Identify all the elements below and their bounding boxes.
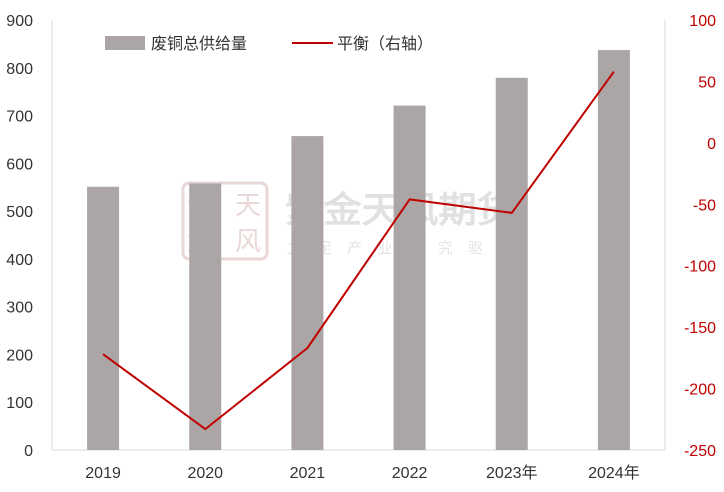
left-tick-label: 700 [6, 109, 33, 126]
bar-series [87, 50, 630, 451]
right-tick-label: 100 [689, 13, 716, 30]
right-tick-label: -200 [684, 382, 716, 399]
x-tick-label: 2020 [187, 465, 223, 482]
legend-bar-label: 废铜总供给量 [151, 35, 247, 53]
x-tick-label: 2021 [290, 465, 326, 482]
legend-line-label: 平衡（右轴） [337, 35, 433, 53]
axes [51, 20, 666, 451]
left-tick-label: 600 [6, 156, 33, 173]
left-axis-ticks: 0 100 200 300 400 500 600 700 800 900 [6, 13, 33, 460]
bar [597, 50, 630, 450]
right-tick-label: -50 [693, 197, 716, 214]
right-tick-label: 50 [698, 74, 716, 91]
legend: 废铜总供给量 平衡（右轴） [105, 35, 433, 53]
watermark-logo-frame [181, 181, 269, 261]
right-tick-label: -100 [684, 259, 716, 276]
left-tick-label: 900 [6, 13, 33, 30]
bar [291, 136, 324, 450]
right-tick-label: -250 [684, 443, 716, 460]
bar [189, 183, 222, 450]
left-tick-label: 400 [6, 252, 33, 269]
x-axis-ticks: 2019 2020 2021 2022 2023年 2024年 [85, 464, 639, 482]
watermark-logo-char: 天 [235, 191, 261, 221]
left-tick-label: 100 [6, 395, 33, 412]
bar [393, 105, 426, 451]
left-tick-label: 200 [6, 347, 33, 364]
bar [495, 77, 528, 451]
left-tick-label: 800 [6, 61, 33, 78]
watermark-logo-char: 风 [235, 227, 261, 257]
right-axis-ticks: -250 -200 -150 -100 -50 0 50 100 [684, 13, 716, 460]
left-tick-label: 500 [6, 204, 33, 221]
legend-bar-swatch [105, 36, 145, 50]
balance-line [102, 71, 615, 431]
left-tick-label: 0 [24, 443, 33, 460]
x-tick-label: 2024年 [588, 464, 640, 482]
bar [87, 186, 120, 450]
right-tick-label: 0 [707, 136, 716, 153]
x-tick-label: 2019 [85, 465, 121, 482]
watermark: 紫 天 金 风 紫金天风期货 立足产业研究驱动 [181, 181, 515, 261]
right-tick-label: -150 [684, 320, 716, 337]
x-tick-label: 2022 [392, 465, 428, 482]
left-tick-label: 300 [6, 300, 33, 317]
line-series [102, 71, 615, 431]
x-tick-label: 2023年 [486, 464, 538, 482]
